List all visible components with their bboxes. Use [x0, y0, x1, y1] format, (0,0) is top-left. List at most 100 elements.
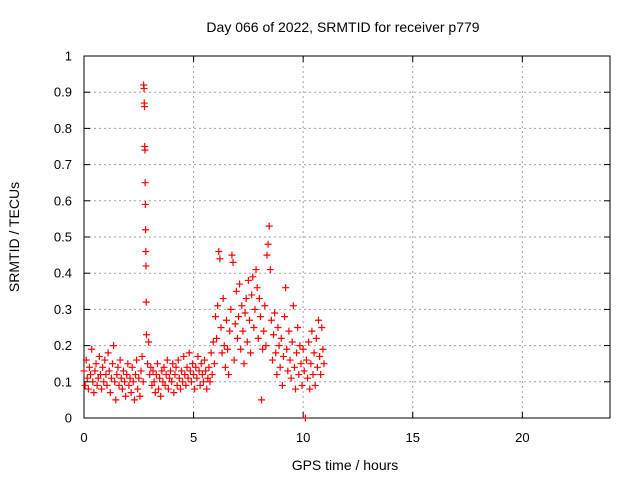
data-point [236, 280, 244, 288]
data-point [160, 363, 168, 371]
data-point [305, 338, 313, 346]
data-point [164, 385, 172, 393]
x-tick-label: 10 [296, 430, 310, 445]
data-point [263, 251, 271, 259]
data-point [275, 342, 283, 350]
data-point [251, 305, 259, 313]
data-point [194, 352, 202, 360]
data-point [308, 327, 316, 335]
data-point [250, 324, 258, 331]
data-point [146, 371, 154, 379]
data-point [82, 356, 90, 364]
data-point [212, 313, 219, 321]
data-point [141, 179, 149, 187]
data-point [84, 385, 92, 393]
data-point [207, 349, 215, 357]
data-point [125, 381, 133, 389]
data-point [283, 345, 291, 353]
data-point [186, 367, 194, 375]
data-point [119, 367, 127, 375]
data-point [168, 378, 176, 386]
data-point [102, 371, 110, 379]
data-point [121, 378, 129, 386]
data-point [254, 334, 262, 342]
data-point [221, 363, 229, 371]
data-point [107, 374, 115, 382]
data-point [147, 363, 155, 371]
data-point [272, 349, 280, 357]
data-point [265, 222, 273, 230]
data-point [193, 374, 201, 382]
data-point [317, 371, 325, 379]
data-point [318, 324, 326, 331]
data-point [100, 378, 108, 386]
data-point [266, 266, 274, 274]
data-point [270, 331, 278, 339]
data-point [217, 324, 225, 331]
data-point [157, 392, 165, 400]
data-point [209, 338, 217, 346]
data-point [190, 371, 198, 379]
data-point [148, 381, 156, 389]
data-point [105, 367, 113, 375]
data-point [230, 356, 238, 364]
y-tick-label: 0.9 [54, 85, 72, 100]
grid [84, 56, 610, 418]
data-point [197, 360, 205, 368]
data-point [145, 338, 153, 346]
data-point [229, 258, 237, 266]
data-point [273, 371, 281, 379]
data-point [199, 378, 207, 386]
chart-title: Day 066 of 2022, SRMTID for receiver p77… [206, 19, 479, 35]
data-point [135, 374, 143, 382]
data-point [163, 356, 171, 364]
data-point [298, 381, 306, 389]
data-point [176, 385, 184, 393]
data-point [99, 363, 107, 371]
data-point [93, 381, 101, 389]
data-point [216, 255, 224, 263]
data-point [237, 345, 245, 353]
data-point [181, 371, 189, 379]
data-point [205, 363, 213, 371]
data-point [248, 291, 256, 299]
data-point [140, 85, 148, 93]
data-point [130, 396, 138, 404]
data-point [220, 342, 228, 350]
data-points [80, 81, 328, 422]
data-point [123, 371, 131, 379]
data-point [142, 247, 150, 255]
data-point [240, 360, 248, 368]
data-point [316, 352, 324, 360]
data-point [128, 363, 136, 371]
data-point [262, 342, 270, 350]
data-point [208, 371, 216, 379]
data-point [108, 360, 116, 368]
data-point [294, 324, 302, 331]
data-point [140, 103, 148, 111]
data-point [255, 295, 263, 303]
data-point [196, 381, 204, 389]
data-point [302, 356, 310, 364]
data-point [297, 360, 305, 368]
data-point [106, 389, 114, 397]
data-point [203, 385, 211, 393]
data-point [184, 374, 192, 382]
data-point [114, 363, 122, 371]
data-point [222, 316, 230, 324]
data-point [91, 367, 99, 375]
plot-frame [83, 55, 611, 419]
data-point [152, 371, 160, 379]
data-point [214, 302, 222, 310]
data-point [306, 385, 314, 393]
y-tick-label: 0 [65, 411, 72, 426]
data-point [227, 305, 235, 313]
data-point [104, 349, 112, 357]
data-point [304, 374, 312, 382]
x-tick-label: 20 [515, 430, 529, 445]
data-point [92, 360, 100, 368]
data-point [144, 360, 152, 368]
data-point [113, 371, 121, 379]
data-point [122, 392, 130, 400]
